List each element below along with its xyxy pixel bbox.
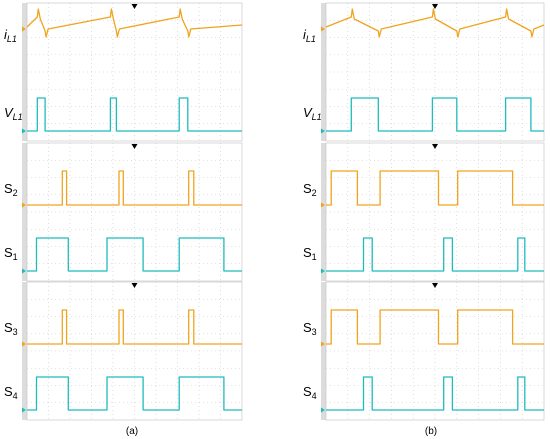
- scope-block-2: S2 S1: [303, 142, 545, 282]
- channel-marker-icon: [321, 128, 325, 134]
- scope-block-1: iL1 VL1: [303, 2, 545, 142]
- channel-marker-icon: [321, 341, 325, 347]
- label-s2: S2: [4, 181, 18, 198]
- scope-block-3: S3 S4: [4, 281, 243, 421]
- trace-vl1: [27, 97, 242, 132]
- trigger-marker-icon: [131, 4, 138, 9]
- scope-sidebar: [321, 282, 326, 420]
- scope-grid: [326, 143, 544, 281]
- trace-s2: [326, 170, 544, 206]
- scope-grid: [27, 3, 242, 141]
- channel-marker-icon: [321, 268, 325, 274]
- trigger-marker-icon: [432, 4, 438, 9]
- channel-marker-icon: [22, 26, 26, 32]
- scope-sidebar: [22, 143, 27, 281]
- scope-block-1: iL1 VL1: [4, 2, 243, 142]
- channel-marker-icon: [321, 407, 325, 413]
- label-s4: S4: [303, 384, 317, 401]
- trace-vl1: [326, 97, 544, 132]
- trace-s2: [27, 170, 242, 206]
- label-s1: S1: [4, 245, 18, 262]
- scope-block-2: S2 S1: [4, 142, 243, 282]
- scope-sidebar: [321, 3, 326, 141]
- trace-s3: [326, 309, 544, 345]
- label-s2: S2: [303, 181, 317, 198]
- panel-a: iL1 VL1 S2 S1 S3 S4: [4, 2, 243, 421]
- channel-marker-icon: [321, 202, 325, 208]
- label-vl1: VL1: [303, 105, 322, 122]
- scope-grid: [27, 143, 242, 281]
- label-s3: S3: [4, 320, 18, 337]
- trigger-marker-icon: [131, 144, 138, 149]
- trace-s4: [27, 376, 242, 411]
- trace-il1: [325, 8, 545, 38]
- label-s3: S3: [303, 320, 317, 337]
- trigger-marker-icon: [432, 283, 438, 288]
- label-s4: S4: [4, 384, 18, 401]
- label-il1: iL1: [303, 27, 316, 44]
- trigger-marker-icon: [131, 283, 138, 288]
- scope-block-3: S3 S4: [303, 281, 545, 421]
- scope-grid: [326, 3, 544, 141]
- channel-marker-icon: [22, 128, 26, 134]
- trace-il1: [26, 8, 243, 38]
- channel-marker-icon: [22, 407, 26, 413]
- caption-a: (a): [126, 426, 138, 437]
- trace-s3: [27, 309, 242, 345]
- label-s1: S1: [303, 245, 317, 262]
- label-il1: iL1: [4, 27, 17, 44]
- scope-grid: [326, 282, 544, 420]
- scope-sidebar: [22, 282, 27, 420]
- panel-b: iL1 VL1 S2 S1 S3 S4: [303, 2, 545, 421]
- caption-b: (b): [425, 426, 437, 437]
- channel-marker-icon: [22, 268, 26, 274]
- channel-marker-icon: [22, 202, 26, 208]
- channel-marker-icon: [321, 26, 325, 32]
- trace-s4: [326, 376, 544, 411]
- label-vl1: VL1: [4, 105, 23, 122]
- trace-s1: [27, 237, 242, 272]
- scope-sidebar: [22, 3, 27, 141]
- scope-sidebar: [321, 143, 326, 281]
- trace-s1: [326, 237, 544, 272]
- scope-grid: [27, 282, 242, 420]
- trigger-marker-icon: [432, 144, 438, 149]
- channel-marker-icon: [22, 341, 26, 347]
